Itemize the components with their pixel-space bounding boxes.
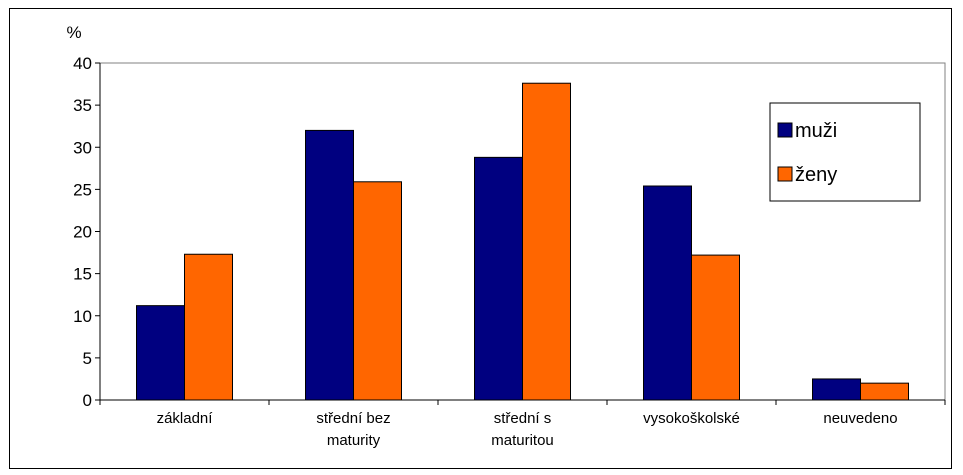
x-tick-label-line: maturity bbox=[327, 432, 381, 449]
legend-swatch bbox=[777, 166, 793, 182]
bar-muzi bbox=[305, 129, 354, 401]
bar-zeny bbox=[184, 253, 233, 401]
x-tick-label-line: neuvedeno bbox=[823, 410, 897, 427]
x-tick-label-line: vysokoškolské bbox=[643, 410, 740, 427]
y-tick-label: 5 bbox=[83, 349, 92, 368]
y-tick-label: 30 bbox=[73, 138, 92, 157]
legend-label: muži bbox=[795, 120, 837, 142]
bar-zeny bbox=[691, 254, 740, 401]
bars-layer bbox=[136, 82, 909, 401]
y-tick-label: 25 bbox=[73, 180, 92, 199]
x-tick-label-line: maturitou bbox=[491, 432, 554, 449]
y-tick-label: 0 bbox=[83, 391, 92, 410]
y-tick-label: 35 bbox=[73, 96, 92, 115]
x-tick-label: střední s maturitou bbox=[491, 410, 554, 449]
legend: muži ženy bbox=[769, 102, 921, 202]
bar-zeny bbox=[522, 82, 571, 401]
y-tick-label: 10 bbox=[73, 307, 92, 326]
y-tick-label: 15 bbox=[73, 265, 92, 284]
axes-layer: 0 5 10 15 20 25 30 35 40 základní střední bez matur… bbox=[73, 54, 946, 449]
legend-box bbox=[769, 102, 921, 202]
y-axis-label: % bbox=[66, 23, 81, 42]
x-tick-label-line: střední s bbox=[494, 410, 552, 427]
bar-zeny bbox=[353, 181, 402, 401]
x-tick-label: střední bez maturity bbox=[316, 410, 390, 449]
legend-swatch bbox=[777, 122, 793, 138]
x-tick-label: neuvedeno bbox=[823, 410, 897, 427]
bar-muzi bbox=[136, 305, 185, 401]
bar-muzi bbox=[474, 156, 523, 401]
legend-label: ženy bbox=[795, 164, 837, 186]
bar-muzi bbox=[643, 185, 692, 401]
bar-zeny bbox=[860, 382, 909, 401]
y-tick-label: 20 bbox=[73, 223, 92, 242]
y-tick-label: 40 bbox=[73, 54, 92, 73]
x-tick-label: vysokoškolské bbox=[643, 410, 740, 427]
bar-muzi bbox=[812, 378, 861, 401]
x-tick-label: základní bbox=[157, 410, 214, 427]
x-tick-label-line: základní bbox=[157, 410, 214, 427]
x-tick-label-line: střední bez bbox=[316, 410, 390, 427]
